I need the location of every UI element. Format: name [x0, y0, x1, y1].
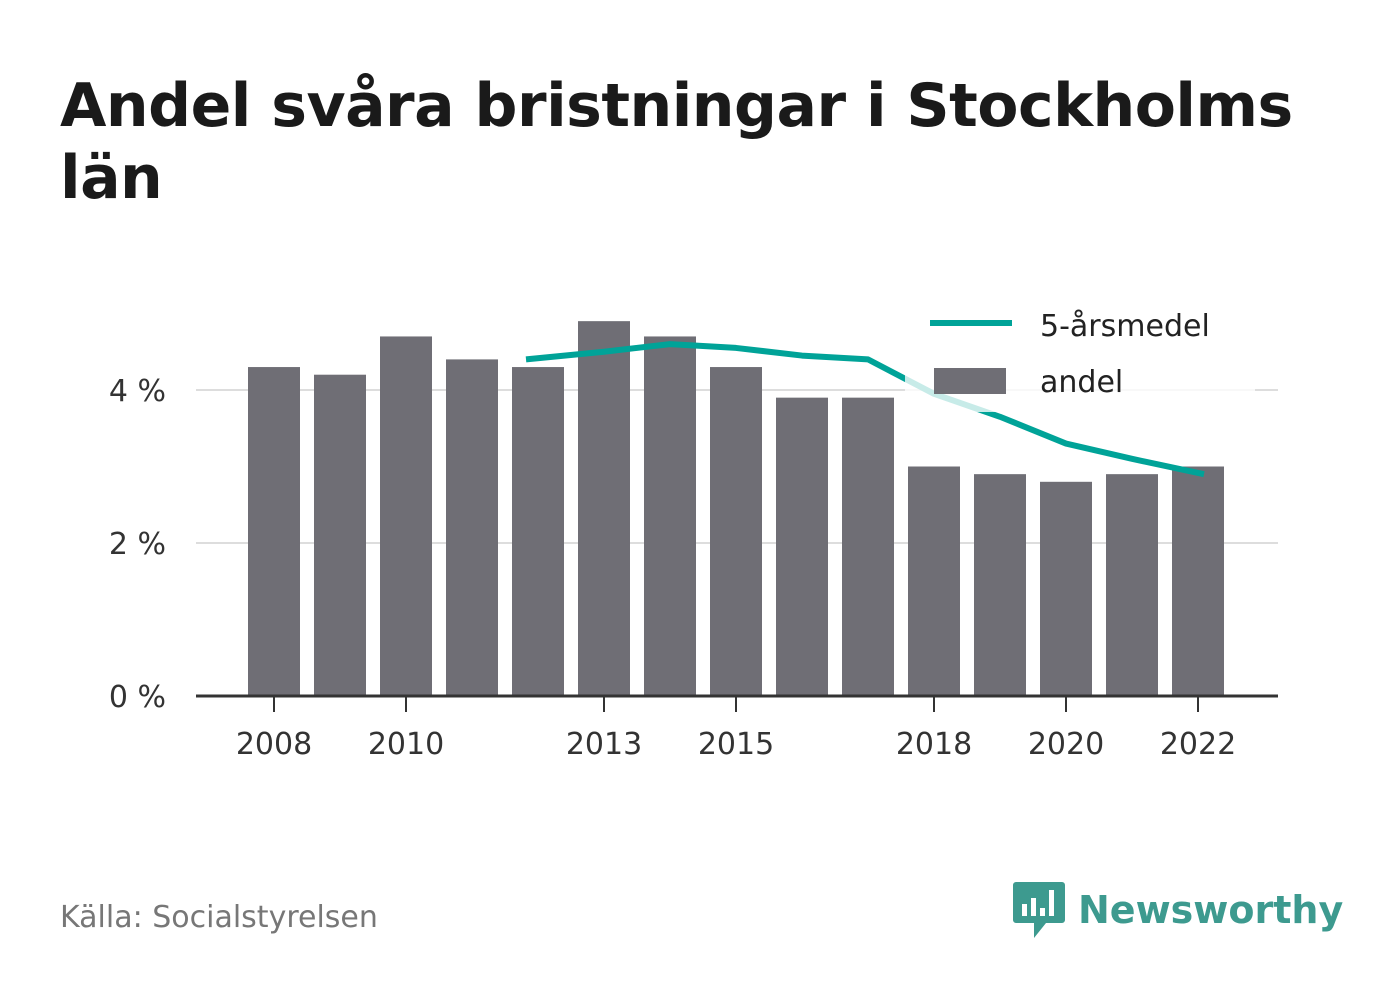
bar: [908, 466, 960, 696]
y-tick-label: 4 %: [109, 374, 166, 409]
average-line: [525, 341, 1205, 478]
bar: [512, 367, 564, 696]
x-tick-label: 2022: [1160, 727, 1236, 762]
y-tick-label: 0 %: [109, 680, 166, 715]
x-tick-label: 2013: [566, 727, 642, 762]
bar: [1040, 481, 1092, 696]
axes: 0 % 2 % 4 % 2008 2010 2013 2015 2018 2020 2022: [109, 374, 1278, 762]
legend: 5-årsmedel andel: [905, 300, 1255, 412]
bar: [1172, 466, 1224, 696]
legend-bar-swatch: [934, 368, 1006, 394]
x-tick-label: 2020: [1028, 727, 1104, 762]
legend-label-average: 5-årsmedel: [1040, 309, 1210, 344]
average-line-path: [525, 341, 1205, 478]
bar: [578, 321, 630, 696]
bar: [248, 367, 300, 696]
y-tick-label: 2 %: [109, 527, 166, 562]
newsworthy-logo-icon: [1013, 882, 1065, 938]
bar: [446, 359, 498, 696]
brand-logo: Newsworthy: [1012, 880, 1343, 940]
bar: [314, 374, 366, 696]
bar: [776, 397, 828, 696]
brand-name: Newsworthy: [1078, 888, 1344, 932]
x-tick-label: 2010: [368, 727, 444, 762]
bar: [1106, 474, 1158, 696]
bar: [710, 367, 762, 696]
bar: [974, 474, 1026, 696]
x-tick-label: 2008: [236, 727, 312, 762]
bar-line-chart: 0 % 2 % 4 % 2008 2010 2013 2015 2018 2020 2022 5-…: [108, 300, 1278, 762]
legend-label-andel: andel: [1040, 365, 1123, 400]
x-tick-label: 2015: [698, 727, 774, 762]
bars: [248, 321, 1224, 696]
bar: [380, 336, 432, 696]
source-note: Källa: Socialstyrelsen: [60, 900, 378, 935]
bar: [842, 397, 894, 696]
x-tick-label: 2018: [896, 727, 972, 762]
bar: [644, 336, 696, 696]
chart-title: Andel svåra bristningar i Stockholms län: [60, 71, 1293, 213]
